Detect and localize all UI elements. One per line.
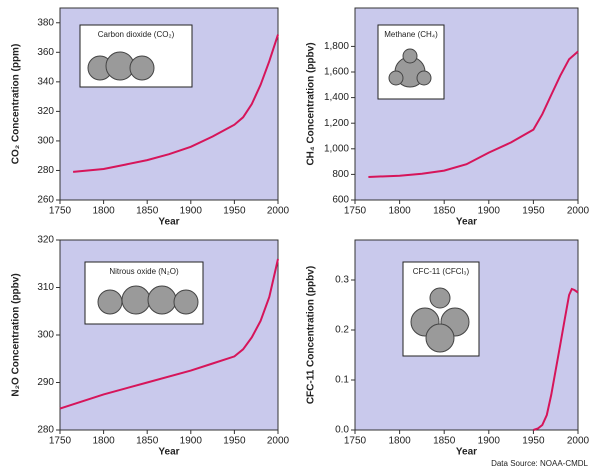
y-tick-label: 290: [37, 377, 54, 388]
y-axis-title: N₂O Concentration (ppbv): [11, 273, 22, 396]
molecule-label: Methane (CH₄): [384, 30, 438, 39]
x-tick-label: 1900: [478, 436, 501, 447]
molecule-atom: [130, 56, 154, 80]
x-tick-label: 1750: [49, 206, 72, 217]
y-tick-label: 800: [332, 169, 349, 180]
y-tick-label: 260: [37, 195, 54, 206]
x-axis-title: Year: [158, 217, 179, 228]
x-tick-label: 1900: [478, 206, 501, 217]
molecule-atom: [98, 290, 122, 314]
y-tick-label: 0.1: [335, 375, 349, 386]
x-tick-label: 1800: [92, 206, 115, 217]
x-tick-label: 1950: [223, 436, 246, 447]
x-tick-label: 1750: [344, 206, 367, 217]
y-tick-label: 280: [37, 165, 54, 176]
x-tick-label: 1900: [180, 206, 203, 217]
y-tick-label: 1,000: [324, 143, 349, 154]
molecule-atom: [389, 71, 403, 85]
x-tick-label: 2000: [267, 436, 290, 447]
x-axis-title: Year: [456, 217, 477, 228]
x-tick-label: 1800: [388, 206, 411, 217]
y-tick-label: 0.0: [335, 425, 349, 436]
x-tick-label: 1850: [136, 206, 159, 217]
y-tick-label: 0.2: [335, 325, 349, 336]
y-tick-label: 300: [37, 330, 54, 341]
y-tick-label: 1,400: [324, 92, 349, 103]
y-tick-label: 1,600: [324, 67, 349, 78]
x-tick-label: 1800: [92, 436, 115, 447]
y-axis-title: CO₂ Concentration (ppm): [11, 44, 22, 165]
molecule-label: Nitrous oxide (N₂O): [109, 267, 179, 276]
y-tick-label: 280: [37, 425, 54, 436]
x-tick-label: 1850: [433, 206, 456, 217]
x-tick-label: 1750: [49, 436, 72, 447]
molecule-atom: [403, 49, 417, 63]
x-axis-title: Year: [158, 447, 179, 458]
y-tick-label: 310: [37, 282, 54, 293]
x-tick-label: 1750: [344, 436, 367, 447]
molecule-atom: [426, 324, 454, 352]
y-tick-label: 600: [332, 195, 349, 206]
y-tick-label: 340: [37, 76, 54, 87]
y-tick-label: 300: [37, 136, 54, 147]
molecule-label: CFC-11 (CFCl₃): [413, 267, 470, 276]
source-note: Data Source: NOAA-CMDL: [491, 459, 588, 468]
x-tick-label: 1850: [433, 436, 456, 447]
x-tick-label: 1900: [180, 436, 203, 447]
molecule-atom: [148, 286, 176, 314]
y-tick-label: 380: [37, 17, 54, 28]
x-tick-label: 1950: [223, 206, 246, 217]
x-axis-title: Year: [456, 447, 477, 458]
molecule-label: Carbon dioxide (CO₂): [98, 30, 175, 39]
molecule-atom: [122, 286, 150, 314]
x-tick-label: 2000: [267, 206, 290, 217]
y-tick-label: 360: [37, 47, 54, 58]
x-tick-label: 2000: [567, 436, 590, 447]
x-tick-label: 1950: [522, 436, 545, 447]
y-tick-label: 1,800: [324, 41, 349, 52]
chart: Data Source: NOAA-CMDL 260 280 300 320 340 36…: [0, 0, 593, 470]
molecule-atom: [417, 71, 431, 85]
y-axis-title: CFC-11 Concentration (ppbv): [306, 266, 317, 404]
x-tick-label: 1800: [388, 436, 411, 447]
y-tick-label: 320: [37, 235, 54, 246]
x-tick-label: 2000: [567, 206, 590, 217]
y-axis-title: CH₄ Concentration (ppbv): [306, 42, 317, 165]
y-tick-label: 320: [37, 106, 54, 117]
y-tick-label: 1,200: [324, 118, 349, 129]
molecule-atom: [174, 290, 198, 314]
molecule-atom: [430, 288, 450, 308]
y-tick-label: 0.3: [335, 275, 349, 286]
x-tick-label: 1950: [522, 206, 545, 217]
x-tick-label: 1850: [136, 436, 159, 447]
